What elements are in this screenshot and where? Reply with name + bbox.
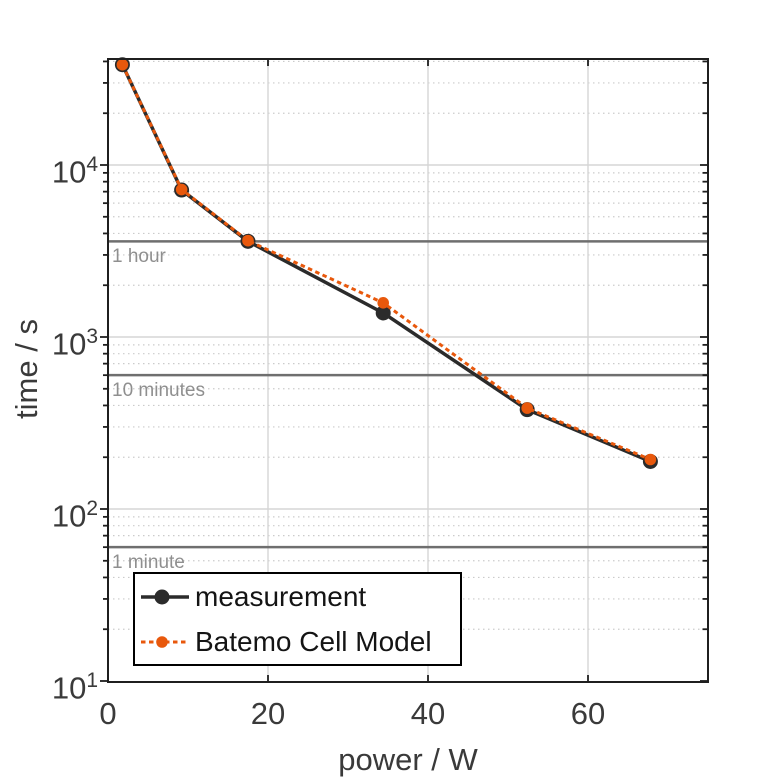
x-tick-label: 60 — [570, 696, 606, 731]
x-tick-label: 20 — [250, 696, 286, 731]
legend-label-batemo-cell-model: Batemo Cell Model — [195, 625, 432, 657]
series-measurement — [114, 57, 658, 469]
minor-gridlines — [108, 60, 708, 630]
axis-ticks — [100, 59, 708, 682]
data-point-marker — [644, 453, 657, 466]
y-tick-label: 103 — [51, 325, 98, 362]
axis-box — [107, 58, 709, 683]
data-point-marker — [375, 305, 391, 321]
y-axis-label: time / s — [9, 319, 44, 419]
data-point-marker — [521, 402, 533, 414]
major-gridlines — [108, 59, 708, 682]
data-point-marker — [116, 58, 129, 71]
legend-item-batemo-cell-model: Batemo Cell Model — [139, 626, 460, 658]
measurement-line-sample-icon — [141, 589, 189, 604]
data-point-marker — [377, 297, 390, 309]
x-tick-label: 0 — [99, 696, 117, 731]
y-tick-label: 101 — [51, 669, 98, 706]
legend: measurement Batemo Cell Model — [133, 572, 462, 666]
reference-lines — [108, 240, 708, 549]
reference-label: 1 hour — [112, 246, 166, 268]
legend-item-measurement: measurement — [139, 581, 460, 613]
series-line — [121, 64, 651, 461]
legend-label-measurement: measurement — [195, 580, 367, 612]
reference-label: 10 minutes — [112, 380, 205, 402]
model-line-sample-icon — [141, 635, 189, 648]
y-tick-label: 104 — [51, 153, 98, 190]
y-tick-label: 102 — [51, 497, 98, 534]
reference-label: 1 minute — [112, 552, 185, 574]
x-tick-label: 40 — [410, 696, 446, 731]
data-point-marker — [175, 183, 188, 196]
series-model — [116, 58, 657, 466]
data-point-marker — [242, 234, 254, 247]
x-axis-label: power / W — [338, 742, 478, 777]
